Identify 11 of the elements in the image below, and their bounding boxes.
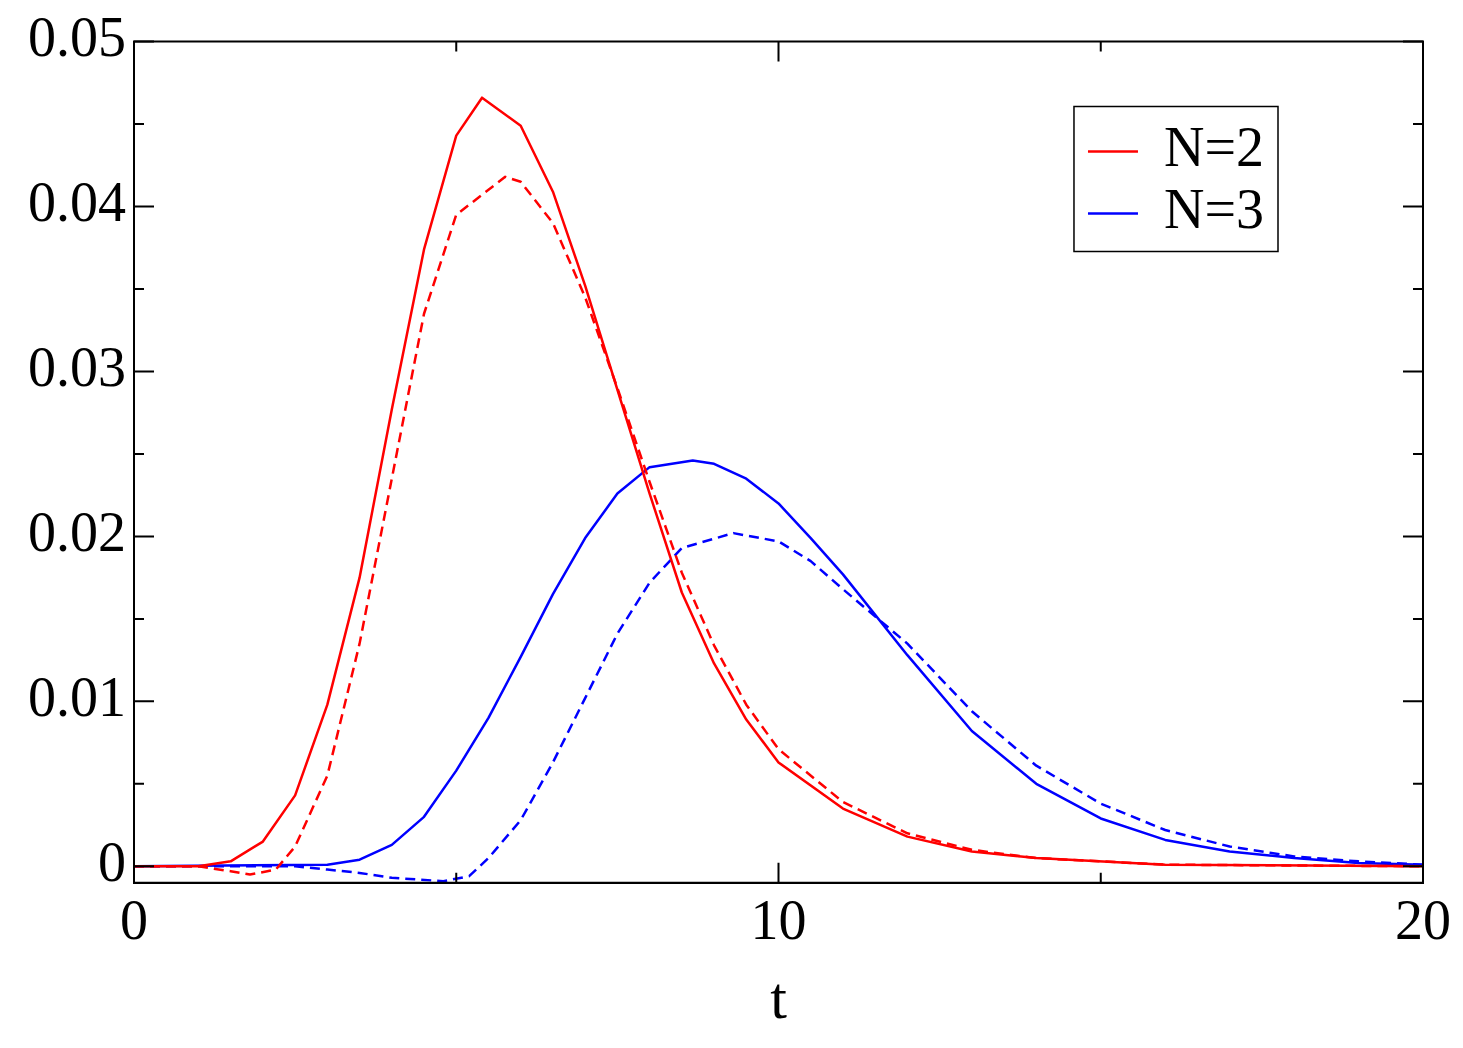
legend-label: N=3	[1163, 178, 1265, 241]
y-tick-label: 0.02	[28, 501, 126, 564]
legend-label: N=2	[1163, 116, 1265, 179]
y-tick-label: 0.05	[28, 6, 126, 69]
x-tick-label: 20	[1395, 889, 1451, 952]
y-tick-label: 0.03	[28, 336, 126, 399]
y-tick-label: 0	[98, 831, 126, 894]
y-tick-label: 0.04	[28, 171, 126, 234]
y-tick-label: 0.01	[28, 666, 126, 729]
x-tick-label: 10	[750, 889, 807, 952]
x-axis-title: t	[770, 964, 788, 1031]
